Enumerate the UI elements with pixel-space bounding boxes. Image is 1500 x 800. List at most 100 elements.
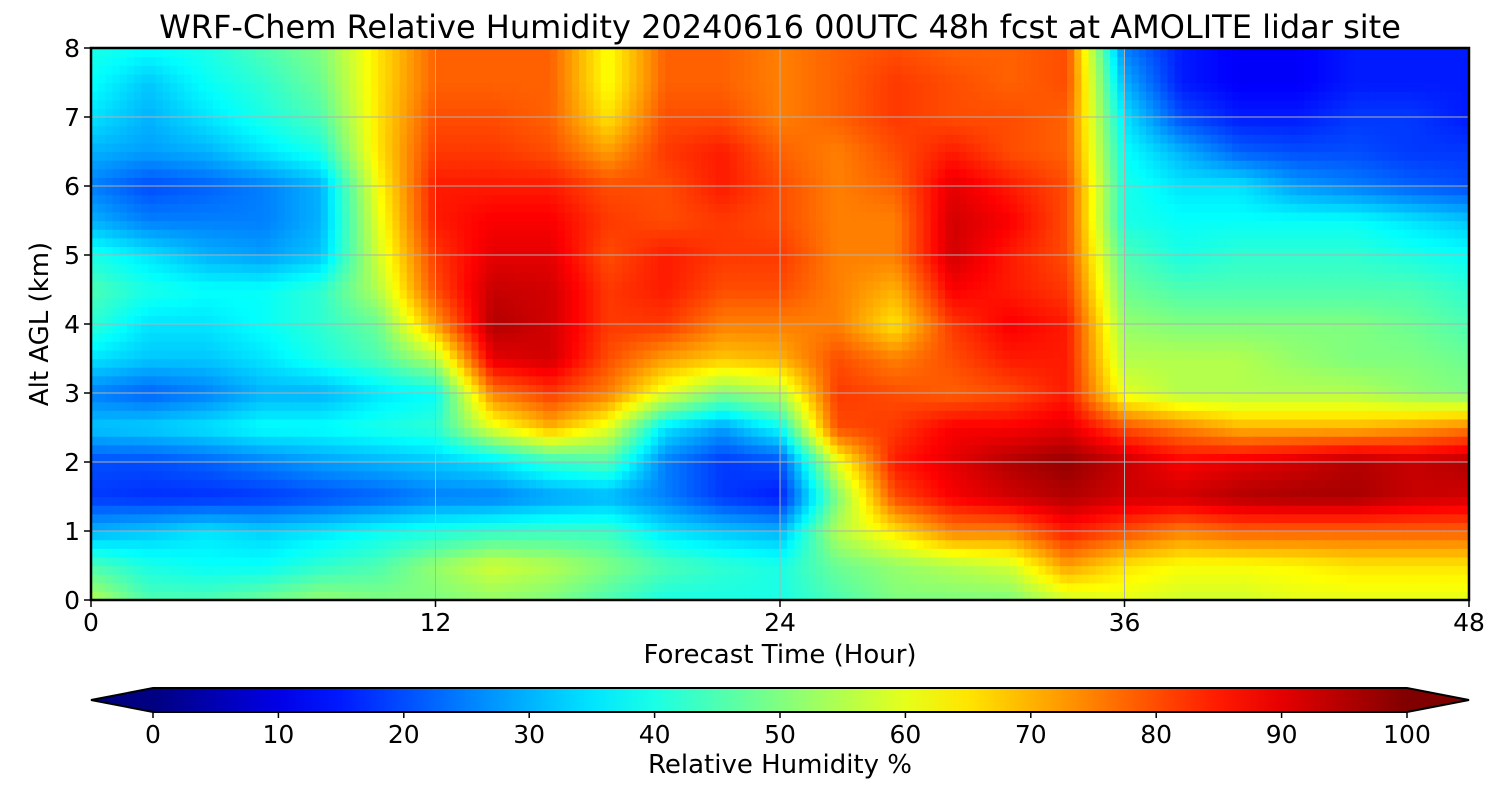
heatmap-cell (851, 574, 860, 584)
heatmap-cell (134, 436, 142, 446)
heatmap-cell (1045, 444, 1054, 454)
heatmap-cell (428, 453, 437, 463)
heatmap-cell (1024, 556, 1032, 567)
heatmap-cell (363, 375, 372, 385)
heatmap-cell (248, 453, 257, 463)
heatmap-cell (313, 496, 322, 506)
heatmap-cell (363, 436, 372, 446)
heatmap-cell (500, 513, 508, 523)
heatmap-cell (1246, 487, 1255, 498)
heatmap-cell (528, 401, 537, 411)
heatmap-cell (378, 479, 386, 489)
heatmap-cell (902, 565, 910, 575)
heatmap-cell (134, 470, 142, 480)
heatmap-cell (765, 582, 774, 592)
heatmap-cell (162, 436, 171, 446)
heatmap-cell (1031, 444, 1039, 454)
heatmap-cell (571, 556, 580, 567)
heatmap-cell (528, 410, 537, 420)
heatmap-cell (1038, 384, 1047, 394)
heatmap-cell (1303, 513, 1312, 523)
heatmap-cell (1368, 470, 1377, 480)
heatmap-cell (708, 487, 717, 498)
heatmap-cell (959, 522, 968, 532)
heatmap-cell (1361, 556, 1370, 567)
heatmap-cell (385, 531, 394, 541)
heatmap-cell (277, 453, 286, 463)
heatmap-cell (421, 375, 429, 385)
heatmap-cell (363, 513, 372, 523)
heatmap-cell (636, 565, 645, 575)
heatmap-cell (521, 384, 530, 394)
heatmap-cell (98, 410, 106, 420)
heatmap-cell (442, 496, 451, 506)
heatmap-cell (241, 470, 250, 480)
heatmap-cell (134, 444, 142, 454)
heatmap-cell (1095, 444, 1104, 454)
heatmap-cell (492, 427, 501, 437)
heatmap-cell (557, 513, 566, 523)
heatmap-cell (686, 479, 695, 489)
heatmap-cell (227, 565, 236, 575)
heatmap-cell (988, 591, 996, 600)
heatmap-cell (1196, 401, 1205, 411)
heatmap-cell (277, 401, 286, 411)
heatmap-cell (112, 531, 121, 541)
heatmap-cell (1296, 479, 1305, 489)
heatmap-cell (550, 565, 559, 575)
heatmap-cell (1404, 470, 1413, 480)
heatmap-cell (1253, 539, 1262, 549)
heatmap-cell (665, 548, 673, 558)
heatmap-cell (1339, 565, 1348, 575)
heatmap-cell (1052, 410, 1061, 420)
heatmap-cell (715, 548, 724, 558)
heatmap-cell (464, 556, 472, 567)
heatmap-cell (657, 384, 666, 394)
heatmap-cell (98, 522, 106, 532)
heatmap-cell (191, 453, 200, 463)
heatmap-cell (148, 444, 157, 454)
heatmap-cell (1282, 427, 1291, 437)
heatmap-cell (1397, 479, 1406, 489)
heatmap-cell (1138, 444, 1147, 454)
heatmap-cell (1361, 410, 1370, 420)
heatmap-cell (780, 462, 788, 472)
heatmap-cell (1440, 453, 1449, 463)
heatmap-cell (270, 444, 279, 454)
heatmap-cell (1375, 410, 1384, 420)
heatmap-cell (528, 582, 537, 592)
heatmap-cell (1146, 401, 1154, 411)
heatmap-cell (988, 531, 996, 541)
heatmap-cell (1203, 548, 1212, 558)
heatmap-cell (1210, 418, 1219, 429)
heatmap-cell (1189, 453, 1197, 463)
heatmap-cell (1361, 401, 1370, 411)
heatmap-cell (1038, 522, 1047, 532)
heatmap-cell (335, 418, 343, 429)
heatmap-cell (169, 574, 178, 584)
heatmap-cell (256, 479, 264, 489)
heatmap-cell (1074, 393, 1083, 403)
heatmap-cell (1282, 531, 1291, 541)
heatmap-cell (198, 410, 207, 420)
heatmap-cell (823, 427, 831, 437)
heatmap-cell (535, 496, 544, 506)
heatmap-cell (421, 410, 429, 420)
heatmap-cell (543, 470, 551, 480)
heatmap-cell (1210, 444, 1219, 454)
heatmap-cell (1332, 479, 1341, 489)
heatmap-cell (270, 436, 279, 446)
heatmap-cell (643, 444, 652, 454)
heatmap-cell (492, 453, 501, 463)
heatmap-cell (593, 444, 602, 454)
heatmap-cell (780, 539, 788, 549)
heatmap-cell (1196, 531, 1205, 541)
heatmap-cell (672, 444, 681, 454)
heatmap-cell (169, 410, 178, 420)
heatmap-cell (227, 496, 236, 506)
heatmap-cell (851, 444, 860, 454)
heatmap-cell (708, 505, 717, 515)
heatmap-cell (263, 522, 272, 532)
heatmap-cell (1447, 393, 1456, 403)
heatmap-cell (1059, 384, 1068, 394)
